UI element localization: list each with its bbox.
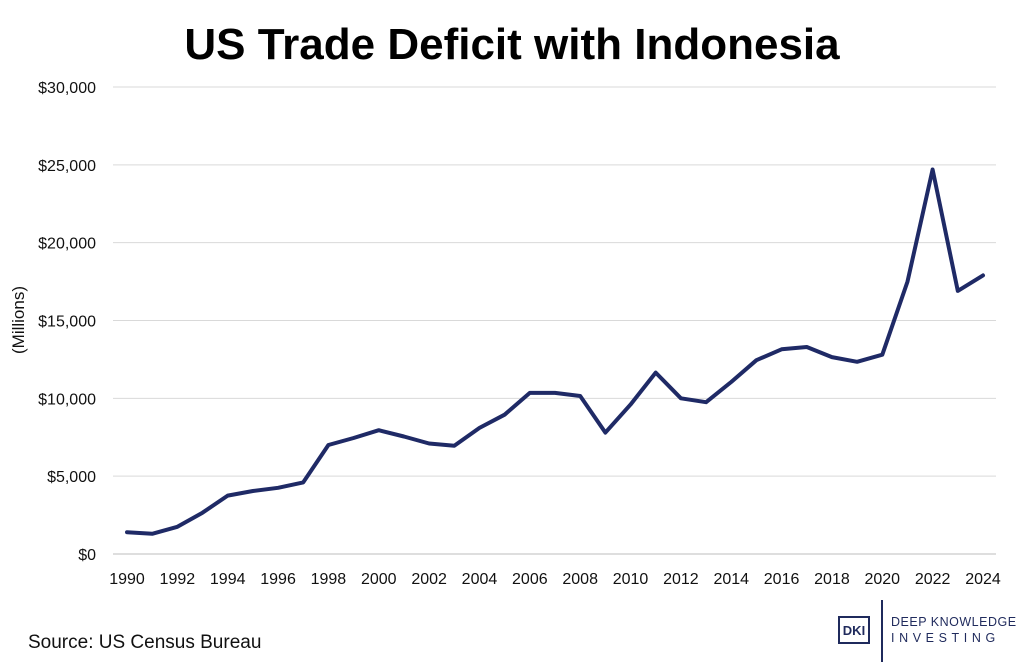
y-tick-label: $5,000 [47,469,96,486]
y-tick-label: $20,000 [38,236,96,253]
x-tick-labels: 1990 1992 1994 1996 1998 2000 2002 2004 2006 2008… [109,571,1001,588]
chart-title: US Trade Deficit with Indonesia [184,20,840,69]
y-tick-label: $25,000 [38,158,96,175]
gridlines [113,86,996,555]
x-tick-label: 2014 [713,571,749,588]
x-tick-label: 2020 [864,571,900,588]
y-axis-label: (Millions) [9,286,28,354]
x-tick-label: 1990 [109,571,145,588]
x-tick-label: 1998 [311,571,347,588]
x-tick-label: 2002 [411,571,447,588]
x-tick-label: 2008 [562,571,598,588]
y-tick-label: $15,000 [38,314,96,331]
x-tick-label: 2018 [814,571,850,588]
x-tick-label: 2006 [512,571,548,588]
series-group [125,167,985,536]
x-tick-label: 2016 [764,571,800,588]
series-line-0 [125,167,985,536]
logo-text-line2: INVESTING [891,631,1000,645]
y-tick-labels: $0 $5,000 $10,000 $15,000 $20,000 $25,000 $30,… [38,80,96,564]
dki-logo: DKI DEEP KNOWLEDGE INVESTING [838,600,1024,662]
x-tick-label: 2024 [965,571,1001,588]
x-tick-label: 2000 [361,571,397,588]
y-tick-label: $0 [78,547,96,564]
x-tick-label: 2004 [462,571,498,588]
x-tick-label: 2012 [663,571,699,588]
x-tick-label: 1992 [160,571,196,588]
x-tick-label: 1994 [210,571,246,588]
y-tick-label: $30,000 [38,80,96,97]
logo-text-line1: DEEP KNOWLEDGE [891,615,1017,629]
logo-divider [881,600,883,662]
logo-mark: DKI [838,616,870,644]
y-tick-label: $10,000 [38,391,96,408]
x-tick-label: 2022 [915,571,951,588]
x-tick-label: 2010 [613,571,649,588]
x-tick-label: 1996 [260,571,296,588]
source-note: Source: US Census Bureau [28,632,262,653]
